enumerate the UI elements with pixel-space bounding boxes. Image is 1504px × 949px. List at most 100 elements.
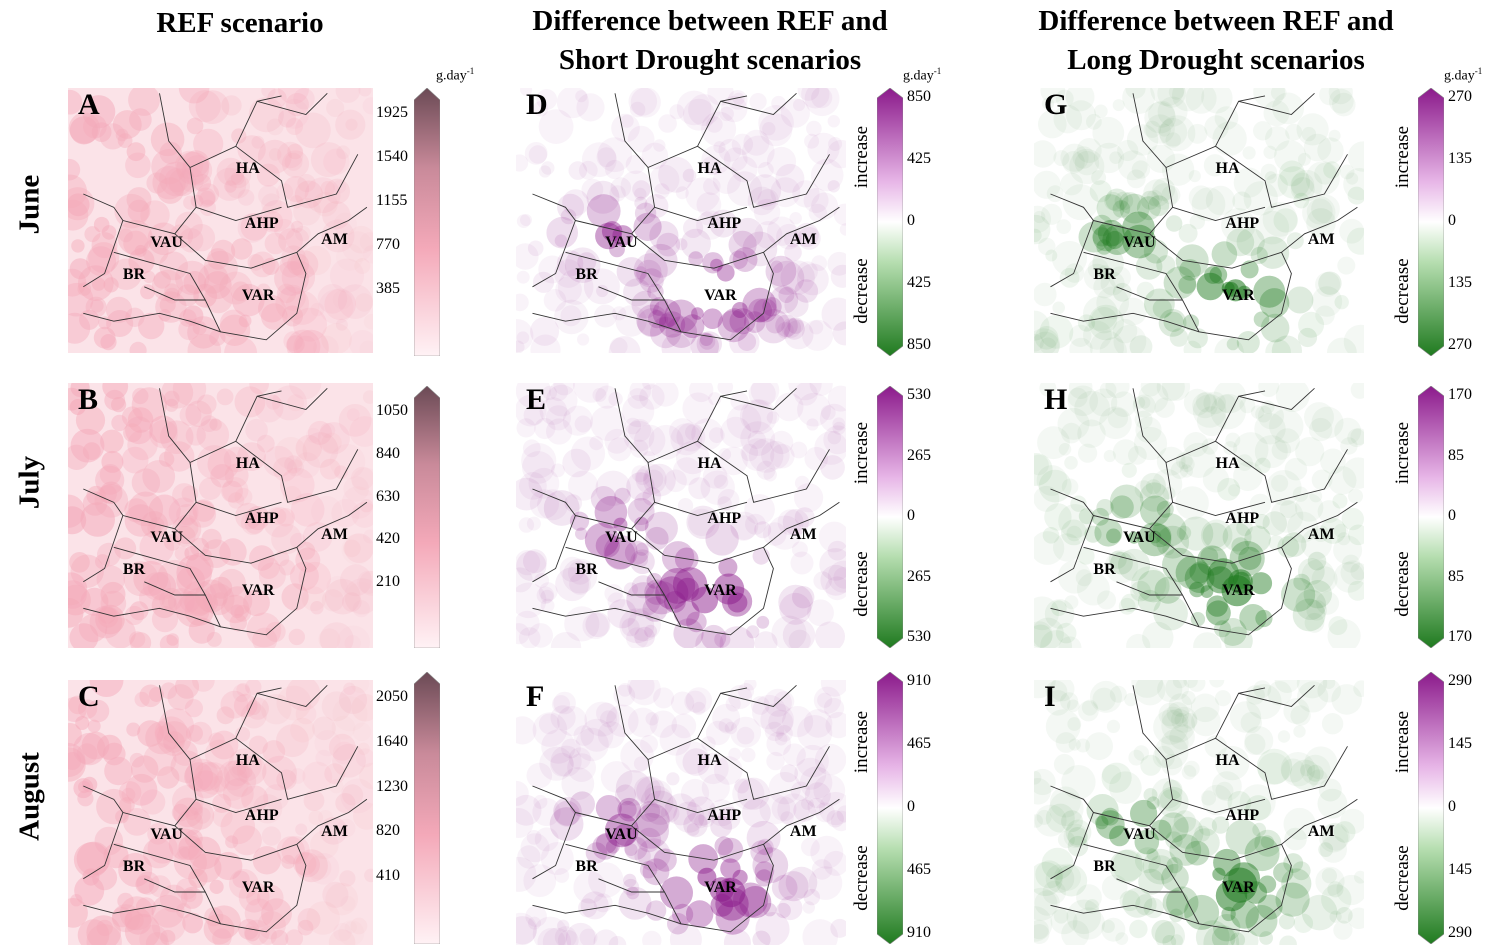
map-image	[516, 680, 846, 945]
region-label-ha: HA	[1215, 454, 1240, 472]
region-label-ha: HA	[235, 159, 260, 177]
map-panel: F HA AHP AM VAU BR VAR	[516, 680, 846, 945]
panel-letter: C	[78, 680, 100, 713]
decrease-label: decrease	[851, 551, 872, 617]
unit-exponent: -1	[933, 66, 942, 76]
colorbar-tick-label: 1050	[376, 402, 408, 419]
colorbar-gradient	[413, 385, 441, 649]
region-label-var: VAR	[1222, 878, 1255, 896]
region-label-ahp: AHP	[707, 215, 742, 233]
colorbar-tick-label: 290	[1448, 924, 1472, 941]
colorbar-gradient	[1417, 671, 1445, 945]
colorbar-gradient	[413, 87, 441, 357]
colorbar-tick-label: 410	[376, 867, 400, 885]
map-image	[1034, 680, 1364, 945]
column-title-long-line2: Long Drought scenarios	[1067, 44, 1365, 76]
region-label-br: BR	[122, 265, 146, 283]
map-image	[68, 680, 373, 945]
region-label-ha: HA	[1215, 751, 1240, 769]
panel-letter: A	[78, 88, 100, 121]
region-label-am: AM	[789, 823, 817, 841]
region-label-var: VAR	[704, 581, 737, 599]
map-image	[1034, 88, 1364, 353]
colorbar-tick-label: 0	[1448, 798, 1456, 815]
region-label-br: BR	[575, 560, 598, 578]
map-image	[1034, 383, 1364, 648]
colorbar-tick-label: 0	[907, 212, 915, 229]
colorbar-unit: g.day-1	[903, 66, 941, 85]
region-label-am: AM	[321, 823, 348, 841]
map-panel: A HA AHP AM VAU BR VAR	[68, 88, 373, 353]
colorbar-tick-label: 425	[907, 274, 931, 291]
region-label-am: AM	[321, 231, 348, 249]
region-label-var: VAR	[1222, 286, 1255, 304]
decrease-label: decrease	[1392, 845, 1413, 911]
colorbar-tick-label: 210	[376, 573, 400, 591]
column-title-long-line1: Difference between REF and	[1038, 5, 1394, 37]
increase-label: increase	[851, 125, 872, 188]
colorbar-tick-label: 530	[907, 386, 931, 403]
region-label-ha: HA	[697, 159, 722, 177]
colorbar-tick-label: 0	[907, 798, 915, 815]
decrease-label: decrease	[1392, 257, 1413, 324]
colorbar-tick-label: 0	[907, 507, 915, 524]
unit-base: g.day	[903, 68, 934, 84]
region-label-br: BR	[122, 560, 146, 578]
colorbar-tick-label: 1640	[376, 732, 408, 750]
region-label-ahp: AHP	[1225, 215, 1260, 233]
region-label-br: BR	[1093, 265, 1116, 283]
unit-base: g.day	[436, 68, 467, 84]
panel-letter: F	[526, 680, 545, 713]
region-label-ha: HA	[235, 454, 260, 472]
panel-letter: B	[78, 383, 99, 416]
colorbar-tick-label: 850	[907, 336, 931, 353]
region-label-ha: HA	[1215, 159, 1240, 177]
region-label-ahp: AHP	[244, 510, 279, 528]
colorbar-tick-label: 270	[1448, 88, 1472, 105]
map-image	[516, 88, 846, 353]
colorbar-tick-label: 85	[1448, 567, 1464, 585]
colorbar-tick-label: 170	[1448, 628, 1472, 645]
colorbar-tick-label: 135	[1448, 150, 1472, 167]
colorbar-gradient	[876, 385, 904, 649]
colorbar-gradient	[413, 671, 441, 945]
region-label-var: VAR	[1222, 581, 1255, 599]
region-label-ahp: AHP	[244, 807, 279, 825]
map-panel: D HA AHP AM VAU BR VAR	[516, 88, 846, 353]
increase-label: increase	[1392, 710, 1413, 773]
colorbar	[876, 671, 904, 945]
colorbar-tick-label: 85	[1448, 446, 1464, 464]
colorbar-tick-label: 265	[907, 446, 931, 464]
colorbar-gradient	[876, 671, 904, 945]
colorbar	[413, 671, 441, 945]
increase-label: increase	[1392, 125, 1413, 188]
colorbar	[413, 385, 441, 649]
region-label-ha: HA	[235, 751, 260, 769]
colorbar-tick-label: 1540	[376, 148, 408, 165]
colorbar-unit: g.day-1	[1444, 66, 1482, 85]
colorbar-tick-label: 820	[376, 822, 400, 840]
region-label-br: BR	[1093, 857, 1116, 875]
map-image	[68, 383, 373, 648]
region-label-am: AM	[789, 231, 817, 249]
map-panel: C HA AHP AM VAU BR VAR	[68, 680, 373, 945]
region-label-br: BR	[1093, 560, 1116, 578]
colorbar-tick-label: 530	[907, 628, 931, 645]
colorbar-tick-label: 910	[907, 924, 931, 941]
panel-letter: D	[526, 88, 548, 121]
colorbar	[1417, 385, 1445, 649]
row-title-june: June	[13, 174, 46, 235]
colorbar-tick-label: 425	[907, 150, 931, 167]
region-label-br: BR	[575, 857, 598, 875]
region-label-ahp: AHP	[1225, 807, 1260, 825]
region-label-vau: VAU	[605, 825, 638, 843]
region-label-am: AM	[321, 526, 348, 544]
panel-letter: G	[1044, 88, 1068, 121]
increase-label: increase	[1392, 422, 1413, 485]
map-panel: G HA AHP AM VAU BR VAR	[1034, 88, 1364, 353]
column-title-short-line2: Short Drought scenarios	[558, 44, 862, 76]
map-panel: H HA AHP AM VAU BR VAR	[1034, 383, 1364, 648]
panel-letter: E	[526, 383, 547, 416]
column-title-long-drought: Difference between REF and Long Drought …	[996, 2, 1436, 80]
colorbar-gradient	[1417, 87, 1445, 357]
